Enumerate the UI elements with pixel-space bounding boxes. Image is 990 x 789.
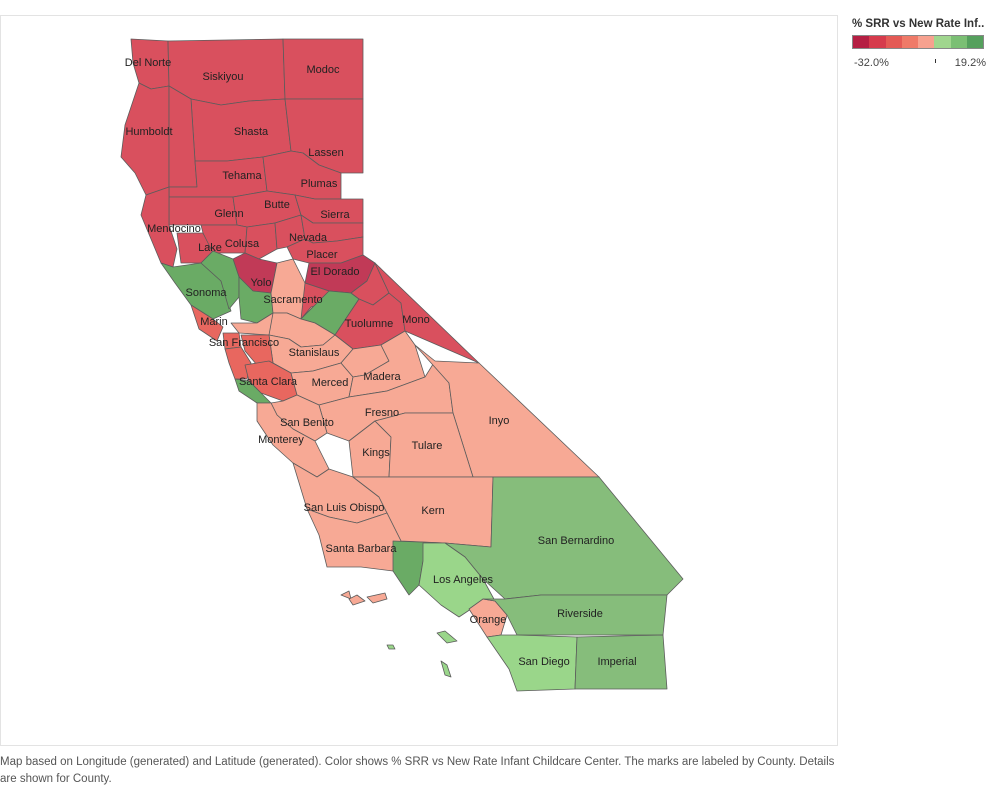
county-label-monterey: Monterey [258,434,304,446]
county-label-san-diego: San Diego [518,656,569,668]
county-label-mono: Mono [402,314,430,326]
legend-color-ramp [852,35,984,49]
county-riverside[interactable] [482,594,668,636]
county-label-del-norte: Del Norte [125,57,171,69]
county-label-glenn: Glenn [214,208,243,220]
county-mono[interactable] [374,262,480,364]
legend-swatch-2 [885,36,902,48]
island-channel-islands-los-angeles-1[interactable] [440,660,452,678]
california-county-map[interactable]: Del Norte Siskiyou Modoc Humboldt Shasta Lass… [1,16,839,747]
county-label-sonoma: Sonoma [186,287,228,299]
county-label-madera: Madera [363,371,401,383]
county-label-riverside: Riverside [557,608,603,620]
county-label-plumas: Plumas [301,178,338,190]
county-label-shasta: Shasta [234,126,269,138]
county-sutter[interactable] [244,222,278,260]
island-channel-islands-santa-barbara-2[interactable] [366,592,388,604]
county-mendocino[interactable] [140,186,178,268]
legend-swatch-4 [918,36,935,48]
county-label-kern: Kern [421,505,444,517]
county-marin[interactable] [190,304,224,342]
county-label-butte: Butte [264,199,290,211]
county-label-santa-barbara: Santa Barbara [326,543,398,555]
legend-swatch-3 [901,36,918,48]
county-label-lassen: Lassen [308,147,343,159]
county-label-nevada: Nevada [289,232,328,244]
legend-swatch-7 [966,36,983,48]
county-label-merced: Merced [312,377,349,389]
county-placer[interactable] [286,236,364,264]
county-label-siskiyou: Siskiyou [203,71,244,83]
legend-swatch-6 [950,36,967,48]
county-label-marin: Marin [200,316,228,328]
county-label-yolo: Yolo [250,277,271,289]
color-legend: % SRR vs New Rate Inf.. -32.0% 19.2% [852,18,988,69]
legend-min-label: -32.0% [854,57,889,69]
county-label-mendocino: Mendocino [147,223,201,235]
island-channel-islands-santa-barbara-1[interactable] [348,594,366,606]
county-label-san-luis-obispo: San Luis Obispo [304,502,385,514]
legend-swatch-1 [869,36,886,48]
legend-swatch-5 [934,36,951,48]
island-channel-islands-los-angeles-2[interactable] [386,644,396,650]
legend-title: % SRR vs New Rate Inf.. [852,18,985,30]
county-label-kings: Kings [362,447,390,459]
county-label-lake: Lake [198,242,222,254]
island-channel-islands-los-angeles-0[interactable] [436,630,458,644]
county-label-santa-clara: Santa Clara [239,376,298,388]
island-channel-islands-santa-barbara-0[interactable] [340,590,352,600]
county-label-san-benito: San Benito [280,417,334,429]
county-sonoma[interactable] [160,262,232,320]
legend-swatch-0 [853,36,870,48]
county-label-modoc: Modoc [306,64,340,76]
county-label-humboldt: Humboldt [125,126,172,138]
legend-zero-tick [935,59,936,63]
county-label-tehama: Tehama [222,170,262,182]
county-label-fresno: Fresno [365,407,399,419]
county-imperial[interactable] [574,634,668,690]
county-label-el-dorado: El Dorado [311,266,360,278]
county-label-tuolumne: Tuolumne [345,318,394,330]
county-label-sacramento: Sacramento [263,294,322,306]
county-label-san-bernardino: San Bernardino [538,535,614,547]
county-label-orange: Orange [470,614,507,626]
legend-max-label: 19.2% [954,57,986,69]
county-label-tulare: Tulare [412,440,443,452]
county-label-imperial: Imperial [597,656,636,668]
county-san-mateo[interactable] [224,346,252,380]
county-humboldt[interactable] [120,82,170,196]
map-panel: Del Norte Siskiyou Modoc Humboldt Shasta Lass… [0,15,838,746]
county-label-placer: Placer [306,249,338,261]
county-label-stanislaus: Stanislaus [289,347,340,359]
county-label-sierra: Sierra [320,209,350,221]
county-label-san-francisco: San Francisco [209,337,279,349]
county-label-colusa: Colusa [225,238,260,250]
county-label-los-angeles: Los Angeles [433,574,493,586]
map-caption: Map based on Longitude (generated) and L… [0,756,835,785]
county-label-inyo: Inyo [489,415,510,427]
